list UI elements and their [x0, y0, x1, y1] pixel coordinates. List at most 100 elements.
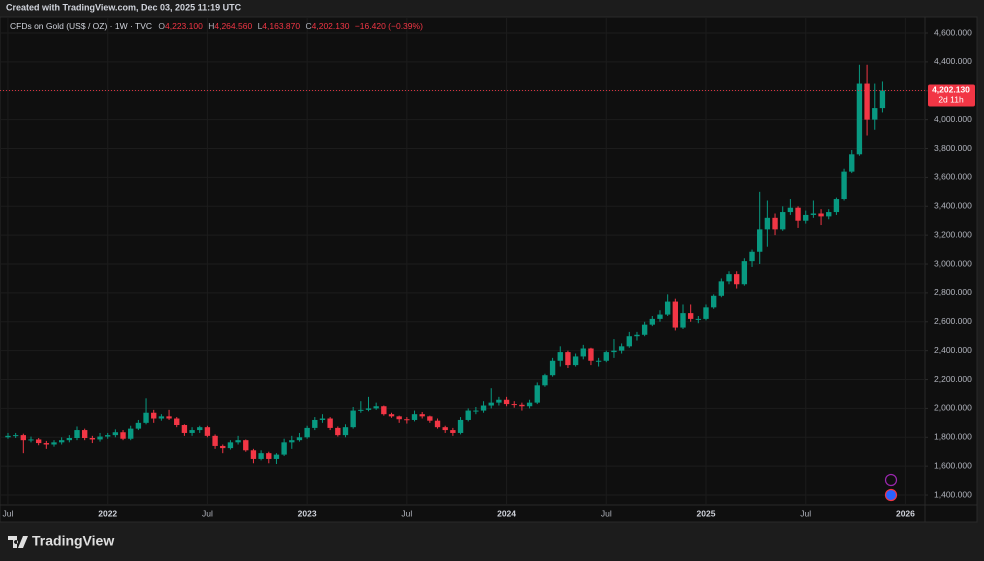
candle-body [526, 402, 533, 407]
candle-body [856, 83, 863, 155]
candle-body [726, 274, 732, 282]
candle-body [473, 410, 479, 412]
candle-body [204, 427, 211, 436]
candle-body [864, 83, 870, 120]
candle-body [611, 350, 617, 353]
candle-body [189, 430, 195, 433]
y-tick-label: 3,000.000 [934, 258, 972, 268]
candle-body [687, 313, 694, 319]
legend-change: −16.420 (−0.39%) [355, 21, 423, 31]
candle-body [373, 406, 379, 409]
legend-key: O [158, 21, 165, 31]
candle-body [20, 435, 27, 441]
candle-body [603, 352, 609, 361]
y-tick-label: 2,400.000 [934, 345, 972, 355]
flag-icon[interactable] [884, 488, 898, 502]
brand-name: TradingView [32, 533, 114, 549]
candle-body [411, 414, 418, 420]
candle-body [664, 301, 671, 315]
candle-body [634, 334, 640, 337]
candle-body [250, 450, 257, 459]
candle-body [120, 432, 126, 439]
candle-body [442, 427, 448, 431]
legend-value: 4,223.100 [165, 21, 203, 31]
candle-body [43, 443, 50, 445]
candle-body [427, 416, 433, 421]
candle-body [572, 356, 579, 366]
y-tick-label: 3,800.000 [934, 143, 972, 153]
candle-body [181, 425, 188, 433]
candle-body [227, 442, 234, 449]
candle-body [28, 439, 34, 441]
candle-body [710, 295, 717, 308]
candle-body [273, 454, 280, 459]
candle-body [51, 442, 57, 445]
candle-body [511, 404, 517, 406]
candle-body [580, 348, 586, 357]
candle-body [718, 281, 725, 296]
candle-body [657, 314, 663, 319]
candle-body [5, 435, 11, 438]
candle-body [519, 404, 525, 407]
candle-body [128, 428, 134, 439]
candle-body [872, 108, 878, 120]
legend-key: C [306, 21, 312, 31]
candle-body [703, 307, 709, 319]
candle-body [388, 414, 395, 417]
candle-body [289, 440, 295, 443]
legend-value: 4,202.130 [312, 21, 350, 31]
candle-body [151, 412, 157, 419]
x-tick-label: Jul [3, 508, 14, 518]
x-tick-label: Jul [601, 508, 612, 518]
candle-body [780, 212, 786, 230]
candle-body [243, 440, 249, 451]
grid [0, 18, 925, 505]
candle-body [143, 412, 149, 423]
candle-body [158, 416, 165, 419]
candle-body [588, 348, 594, 361]
candle-body [434, 420, 441, 428]
candle-body [465, 410, 471, 420]
candle-body [810, 213, 817, 215]
x-tick-label: 2022 [98, 508, 117, 518]
candle-body [12, 435, 19, 437]
candle-body [89, 438, 96, 440]
candle-body [419, 414, 425, 417]
candle-body [304, 427, 310, 438]
candle-body [503, 399, 510, 405]
candle-body [565, 352, 571, 366]
candle-body [381, 406, 387, 415]
candle-body [35, 439, 42, 444]
candle-body [557, 352, 563, 361]
created-note: Created with TradingView.com, Dec 03, 20… [6, 2, 242, 12]
y-tick-label: 2,000.000 [934, 403, 972, 413]
candle-body [818, 213, 824, 217]
candle-body [166, 416, 172, 419]
y-tick-label: 2,600.000 [934, 316, 972, 326]
candle-body [672, 301, 679, 328]
candle-body [680, 313, 686, 328]
candle-body [212, 435, 218, 446]
legend-value: 4,264.560 [214, 21, 252, 31]
candle-body [749, 251, 755, 262]
event-icon[interactable] [884, 473, 898, 487]
candle-body [641, 324, 648, 335]
candle-body [741, 261, 748, 285]
candle-body [772, 217, 778, 230]
candle-body [795, 207, 801, 221]
candle-body [365, 408, 372, 410]
chart-legend: CFDs on Gold (US$ / OZ) · 1W · TVC O4,22… [10, 21, 423, 31]
candle-body [220, 445, 226, 449]
footer-logo[interactable]: TradingView [8, 533, 114, 549]
candle-body [296, 437, 303, 441]
candle-body [281, 442, 287, 455]
countdown-label: 2d 11h [938, 95, 964, 105]
y-tick-label: 3,400.000 [934, 201, 972, 211]
last-price-label: 4,202.130 [932, 85, 970, 95]
candle-body [335, 427, 341, 436]
candle-body [358, 409, 364, 411]
candle-body [105, 435, 111, 437]
x-tick-label: Jul [800, 508, 811, 518]
candle-body [879, 90, 886, 109]
